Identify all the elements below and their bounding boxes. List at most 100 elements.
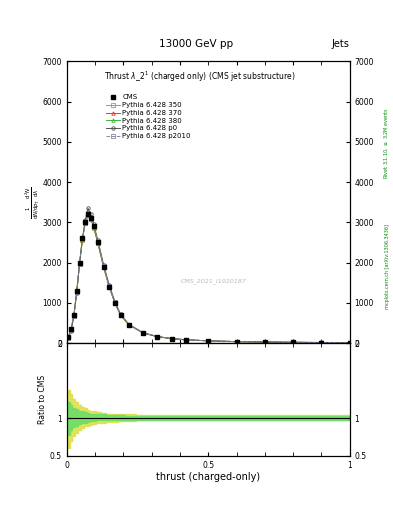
CMS [72, 312, 76, 318]
CMS [107, 284, 112, 290]
Pythia 6.428 350 [141, 330, 145, 336]
Pythia 6.428 p0 [69, 328, 73, 334]
CMS [118, 312, 123, 318]
Pythia 6.428 350 [86, 212, 90, 218]
CMS [141, 330, 145, 336]
Pythia 6.428 370 [88, 216, 93, 222]
Pythia 6.428 p2010 [127, 322, 131, 328]
Pythia 6.428 p2010 [69, 327, 73, 333]
Pythia 6.428 350 [183, 337, 188, 343]
Pythia 6.428 380 [74, 288, 79, 294]
Pythia 6.428 350 [206, 338, 211, 344]
Pythia 6.428 350 [72, 313, 76, 319]
Line: Pythia 6.428 380: Pythia 6.428 380 [66, 213, 351, 345]
Pythia 6.428 p0 [95, 238, 100, 244]
CMS [88, 215, 93, 221]
Pythia 6.428 370 [72, 312, 76, 318]
Pythia 6.428 p2010 [88, 215, 93, 221]
Pythia 6.428 350 [319, 339, 324, 346]
CMS [74, 288, 79, 294]
Pythia 6.428 350 [155, 334, 160, 340]
CMS [91, 223, 96, 229]
Pythia 6.428 350 [112, 300, 117, 306]
CMS [95, 240, 100, 246]
Pythia 6.428 370 [155, 334, 160, 340]
Pythia 6.428 p2010 [183, 337, 188, 343]
Pythia 6.428 p2010 [291, 339, 296, 346]
Pythia 6.428 p2010 [74, 289, 79, 295]
Pythia 6.428 370 [169, 335, 174, 342]
CMS [291, 339, 296, 346]
Line: Pythia 6.428 370: Pythia 6.428 370 [66, 213, 351, 345]
Pythia 6.428 380 [291, 339, 296, 346]
Pythia 6.428 380 [69, 326, 73, 332]
Pythia 6.428 p0 [183, 337, 188, 343]
X-axis label: thrust (charged-only): thrust (charged-only) [156, 472, 260, 482]
Text: mcplots.cern.ch [arXiv:1306.3436]: mcplots.cern.ch [arXiv:1306.3436] [385, 224, 390, 309]
Pythia 6.428 p2010 [112, 300, 117, 306]
Pythia 6.428 p0 [319, 339, 324, 346]
Pythia 6.428 p0 [291, 339, 296, 346]
Pythia 6.428 370 [118, 312, 123, 318]
CMS [86, 211, 90, 218]
CMS [234, 338, 239, 345]
Pythia 6.428 350 [347, 339, 352, 346]
Pythia 6.428 p0 [155, 333, 160, 339]
Text: 13000 GeV pp: 13000 GeV pp [160, 38, 233, 49]
Pythia 6.428 380 [66, 334, 71, 340]
Pythia 6.428 p0 [91, 221, 96, 227]
Pythia 6.428 p2010 [319, 339, 324, 346]
Pythia 6.428 p0 [88, 211, 93, 218]
CMS [319, 339, 324, 346]
Pythia 6.428 370 [107, 284, 112, 290]
Pythia 6.428 370 [347, 339, 352, 346]
Pythia 6.428 p2010 [155, 333, 160, 339]
CMS [347, 339, 352, 346]
Y-axis label: $\frac{1}{\mathrm{d}N / \mathrm{d}p_\mathrm{T}}\,\frac{\mathrm{d}^2N}{\mathrm{d}: $\frac{1}{\mathrm{d}N / \mathrm{d}p_\mat… [23, 186, 41, 219]
Pythia 6.428 p0 [74, 290, 79, 296]
Pythia 6.428 380 [141, 330, 145, 336]
Pythia 6.428 p2010 [95, 239, 100, 245]
CMS [155, 333, 160, 339]
Line: Pythia 6.428 p0: Pythia 6.428 p0 [66, 206, 351, 345]
Text: Thrust $\lambda\_2^1$ (charged only) (CMS jet substructure): Thrust $\lambda\_2^1$ (charged only) (CM… [104, 70, 295, 84]
CMS [66, 334, 71, 340]
Pythia 6.428 370 [263, 339, 267, 345]
Pythia 6.428 p2010 [347, 339, 352, 346]
Pythia 6.428 p2010 [83, 219, 88, 225]
Pythia 6.428 p2010 [80, 237, 85, 243]
Pythia 6.428 370 [234, 338, 239, 345]
Pythia 6.428 380 [86, 211, 90, 218]
Pythia 6.428 370 [112, 300, 117, 306]
Pythia 6.428 350 [66, 334, 71, 340]
Pythia 6.428 p0 [107, 282, 112, 288]
Y-axis label: Ratio to CMS: Ratio to CMS [38, 375, 47, 424]
Pythia 6.428 p2010 [101, 263, 106, 269]
Pythia 6.428 p2010 [206, 338, 211, 344]
Pythia 6.428 370 [77, 260, 82, 266]
Pythia 6.428 p0 [101, 262, 106, 268]
Pythia 6.428 380 [127, 322, 131, 328]
Pythia 6.428 380 [347, 339, 352, 346]
Legend: CMS, Pythia 6.428 350, Pythia 6.428 370, Pythia 6.428 380, Pythia 6.428 p0, Pyth: CMS, Pythia 6.428 350, Pythia 6.428 370,… [104, 93, 192, 140]
Pythia 6.428 370 [66, 334, 71, 340]
Pythia 6.428 350 [95, 240, 100, 246]
Pythia 6.428 p2010 [263, 339, 267, 345]
Text: CMS_2021_I1920187: CMS_2021_I1920187 [181, 278, 247, 284]
Pythia 6.428 350 [101, 264, 106, 270]
Pythia 6.428 350 [74, 289, 79, 295]
Pythia 6.428 p0 [206, 338, 211, 344]
Text: Rivet 3.1.10, $\geq$ 3.2M events: Rivet 3.1.10, $\geq$ 3.2M events [383, 108, 390, 179]
Pythia 6.428 350 [127, 322, 131, 328]
Pythia 6.428 370 [141, 330, 145, 336]
Pythia 6.428 350 [80, 237, 85, 243]
Pythia 6.428 380 [95, 240, 100, 246]
Pythia 6.428 380 [234, 338, 239, 345]
Pythia 6.428 370 [183, 337, 188, 343]
Pythia 6.428 380 [83, 220, 88, 226]
Line: Pythia 6.428 350: Pythia 6.428 350 [66, 214, 351, 345]
Pythia 6.428 380 [77, 260, 82, 266]
Pythia 6.428 380 [155, 333, 160, 339]
Pythia 6.428 380 [169, 335, 174, 342]
Pythia 6.428 370 [319, 339, 324, 346]
